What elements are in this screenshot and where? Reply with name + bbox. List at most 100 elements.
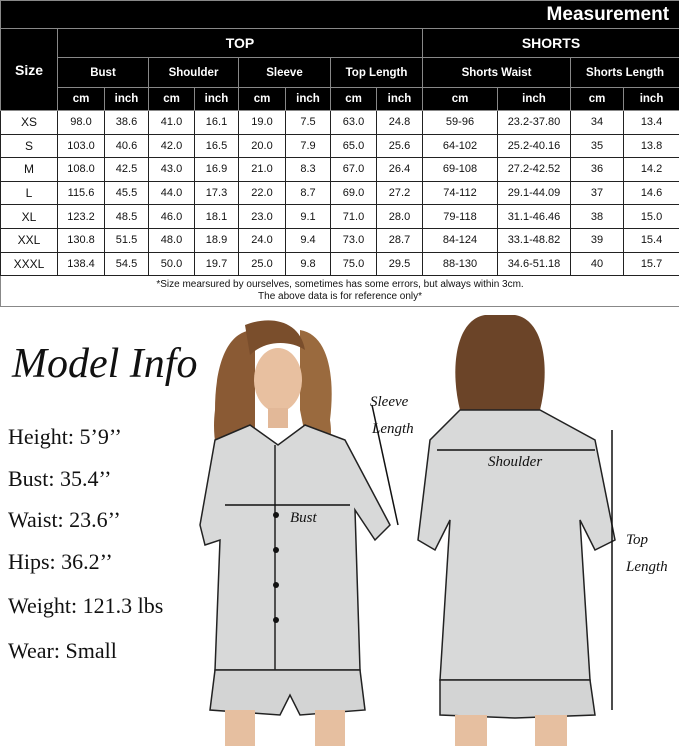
unit-header-cm: cm (422, 87, 498, 111)
value-cell: 7.5 (285, 110, 331, 135)
value-cell: 9.8 (285, 251, 331, 277)
size-cell: L (0, 180, 58, 206)
value-cell: 48.0 (148, 227, 195, 253)
measure-header: Sleeve (238, 57, 331, 88)
value-cell: 115.6 (57, 180, 105, 206)
unit-header-inch: inch (376, 87, 423, 111)
value-cell: 29.5 (376, 251, 423, 277)
value-cell: 46.0 (148, 204, 195, 229)
value-cell: 50.0 (148, 251, 195, 277)
unit-header-cm: cm (238, 87, 286, 111)
back-model-photo (417, 315, 616, 746)
value-cell: 74-112 (422, 180, 498, 206)
value-cell: 73.0 (330, 227, 377, 253)
value-cell: 15.7 (622, 251, 679, 277)
value-cell: 98.0 (57, 110, 105, 135)
value-cell: 24.8 (376, 110, 423, 135)
value-cell: 23.2-37.80 (497, 110, 571, 135)
value-cell: 16.9 (194, 157, 239, 182)
measure-header: Bust (57, 57, 149, 88)
value-cell: 69-108 (422, 157, 498, 182)
value-cell: 42.0 (148, 133, 195, 159)
unit-header-inch: inch (622, 87, 679, 111)
table-row: XXL 130.8 51.5 48.0 18.9 24.0 9.4 73.0 28.7 84-12… (0, 227, 679, 253)
chart-title: Measurement (0, 0, 679, 29)
value-cell: 28.7 (376, 227, 423, 253)
value-cell: 84-124 (422, 227, 498, 253)
model-photos (199, 315, 616, 746)
value-cell: 138.4 (57, 251, 105, 277)
value-cell: 8.7 (285, 180, 331, 206)
shorts-header: SHORTS (421, 28, 679, 58)
value-cell: 67.0 (330, 157, 377, 182)
value-cell: 44.0 (148, 180, 195, 206)
value-cell: 65.0 (330, 133, 377, 159)
value-cell: 79-118 (422, 204, 498, 229)
value-cell: 8.3 (285, 157, 331, 182)
value-cell: 33.1-48.82 (497, 227, 571, 253)
value-cell: 16.1 (194, 110, 239, 135)
value-cell: 25.2-40.16 (497, 133, 571, 159)
measure-header: Shorts Length (569, 57, 679, 88)
value-cell: 40.6 (104, 133, 149, 159)
model-info-title: Model Info (12, 341, 198, 387)
value-cell: 19.7 (194, 251, 239, 277)
value-cell: 59-96 (422, 110, 498, 135)
value-cell: 17.3 (194, 180, 239, 206)
unit-header-cm: cm (570, 87, 624, 111)
value-cell: 42.5 (104, 157, 149, 182)
top-length-label-2: Length (626, 559, 668, 575)
value-cell: 7.9 (285, 133, 331, 159)
value-cell: 103.0 (57, 133, 105, 159)
top-length-label: Top (626, 532, 648, 548)
value-cell: 18.9 (194, 227, 239, 253)
value-cell: 35 (570, 133, 624, 159)
model-wear: Wear: Small (8, 638, 117, 663)
value-cell: 27.2-42.52 (497, 157, 571, 182)
size-note: *Size mearsured by ourselves, sometimes … (0, 275, 679, 308)
top-header: TOP (57, 28, 423, 58)
value-cell: 16.5 (194, 133, 239, 159)
table-row: XXXL 138.4 54.5 50.0 19.7 25.0 9.8 75.0 29.5 88-1… (0, 251, 679, 277)
size-cell: XXL (0, 227, 58, 253)
measure-header: Shoulder (148, 57, 239, 88)
value-cell: 29.1-44.09 (497, 180, 571, 206)
unit-header-cm: cm (148, 87, 195, 111)
value-cell: 21.0 (238, 157, 286, 182)
value-cell: 43.0 (148, 157, 195, 182)
unit-header-inch: inch (285, 87, 331, 111)
value-cell: 41.0 (148, 110, 195, 135)
table-row: XS 98.0 38.6 41.0 16.1 19.0 7.5 63.0 24.8 59-96 23… (0, 110, 679, 135)
value-cell: 25.6 (376, 133, 423, 159)
value-cell: 38.6 (104, 110, 149, 135)
table-row: XL 123.2 48.5 46.0 18.1 23.0 9.1 71.0 28.0 79-118… (0, 204, 679, 229)
model-weight: Weight: 121.3 lbs (8, 593, 164, 618)
value-cell: 34 (570, 110, 624, 135)
value-cell: 22.0 (238, 180, 286, 206)
value-cell: 40 (570, 251, 624, 277)
value-cell: 34.6-51.18 (497, 251, 571, 277)
table-row: M 108.0 42.5 43.0 16.9 21.0 8.3 67.0 26.4 69-108 2… (0, 157, 679, 182)
value-cell: 71.0 (330, 204, 377, 229)
value-cell: 36 (570, 157, 624, 182)
value-cell: 25.0 (238, 251, 286, 277)
value-cell: 64-102 (422, 133, 498, 159)
model-waist: Waist: 23.6’’ (8, 507, 121, 532)
unit-header-inch: inch (194, 87, 239, 111)
value-cell: 27.2 (376, 180, 423, 206)
note-line: The above data is for reference only* (258, 291, 423, 303)
value-cell: 15.0 (622, 204, 679, 229)
value-cell: 130.8 (57, 227, 105, 253)
value-cell: 63.0 (330, 110, 377, 135)
table-row: L 115.6 45.5 44.0 17.3 22.0 8.7 69.0 27.2 74-112 2… (0, 180, 679, 206)
size-header: Size (0, 28, 58, 111)
unit-header-cm: cm (330, 87, 377, 111)
model-bust: Bust: 35.4’’ (8, 466, 112, 491)
value-cell: 75.0 (330, 251, 377, 277)
value-cell: 9.1 (285, 204, 331, 229)
value-cell: 20.0 (238, 133, 286, 159)
value-cell: 39 (570, 227, 624, 253)
shoulder-label: Shoulder (488, 454, 543, 470)
measure-header: Top Length (330, 57, 423, 88)
unit-header-inch: inch (104, 87, 149, 111)
